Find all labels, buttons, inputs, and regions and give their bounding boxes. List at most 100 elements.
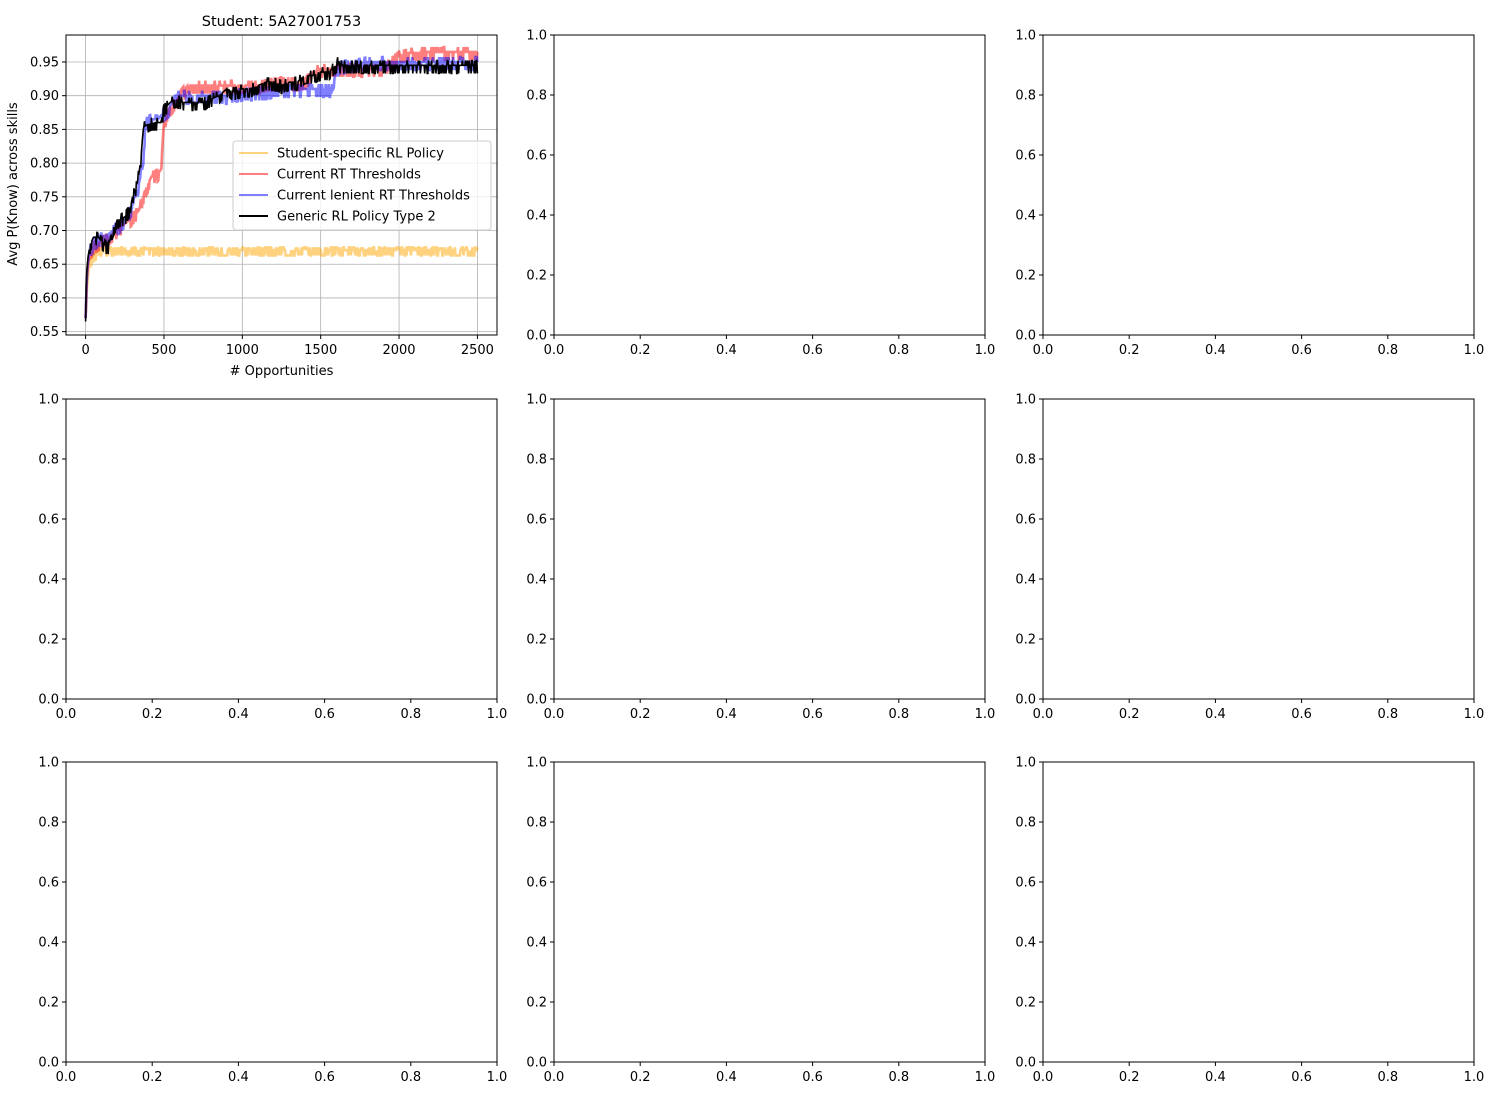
y-tick-label: 0.65 [30,258,59,273]
x-tick-label: 0.8 [888,343,909,358]
y-tick-label: 0.2 [1015,269,1036,284]
y-tick-label: 0.2 [526,996,547,1011]
y-tick-label: 0.6 [526,876,547,891]
y-tick-label: 0.95 [30,55,59,70]
y-tick-label: 0.4 [1015,209,1036,224]
x-tick-label: 0.2 [1119,1070,1140,1085]
y-tick-label: 0.85 [30,123,59,138]
subplot-2: 0.0 0.2 0.4 0.6 0.8 1.0 0.0 0.2 0.4 0.6 0.8 1.0 [526,29,995,359]
axes-frame [1042,761,1475,1063]
x-tick-label: 1.0 [1464,707,1485,722]
axes-frame [553,398,986,700]
x-tick-label: 0.4 [228,707,249,722]
legend-label-2: Current RT Thresholds [277,168,421,183]
y-tick-label: 0.60 [30,291,59,306]
y-tick-label: 0.8 [1015,816,1036,831]
legend: Student-specific RL Policy Current RT Thr… [232,140,492,231]
legend-label-1: Student-specific RL Policy [277,147,444,162]
subplot-5: 0.0 0.2 0.4 0.6 0.8 1.0 0.0 0.2 0.4 0.6 0.8 1.0 [526,393,995,723]
x-tick-label: 0.6 [1291,707,1312,722]
x-tick-label: 0.0 [1033,1070,1054,1085]
x-tick-label: 0.6 [802,707,823,722]
y-tick-label: 0.70 [30,224,59,239]
x-tick-label: 1.0 [487,707,508,722]
y-tick-label: 0.4 [38,936,59,951]
y-axis-label: Avg P(Know) across skills [6,102,21,266]
x-tick-label: 0.0 [1033,343,1054,358]
y-tick-label: 0.6 [1015,513,1036,528]
y-tick-label: 0.8 [38,816,59,831]
y-tick-label: 0.2 [1015,633,1036,648]
subplot-7: 0.0 0.2 0.4 0.6 0.8 1.0 0.0 0.2 0.4 0.6 0.8 1.0 [38,756,507,1086]
subplot-4: 0.0 0.2 0.4 0.6 0.8 1.0 0.0 0.2 0.4 0.6 0.8 1.0 [38,393,507,723]
x-tick-label: 0.6 [314,707,335,722]
y-tick-label: 1.0 [1015,393,1036,408]
y-tick-label: 0.2 [38,996,59,1011]
y-tick-label: 0.6 [1015,149,1036,164]
y-tick-label: 1.0 [526,393,547,408]
x-tick-label: 0.6 [1291,1070,1312,1085]
y-tick-label: 1.0 [1015,756,1036,771]
series-line-2 [84,45,479,319]
x-tick-label: 0.0 [56,1070,77,1085]
y-tick-label: 0.0 [1015,329,1036,344]
series-line-1 [84,243,479,319]
y-tick-label: 0.2 [1015,996,1036,1011]
x-tick-label: 0.4 [1205,343,1226,358]
y-tick-label: 0.4 [526,573,547,588]
x-tick-label: 0 [81,343,89,358]
y-tick-label: 1.0 [526,756,547,771]
x-tick-label: 0.2 [630,1070,651,1085]
x-tick-label: 0.8 [888,707,909,722]
y-tick-label: 0.0 [1015,1056,1036,1071]
y-tick-label: 0.8 [526,816,547,831]
legend-label-4: Generic RL Policy Type 2 [277,210,436,225]
x-tick-label: 0.2 [142,1070,163,1085]
axes-frame [553,761,986,1063]
x-tick-label: 0.8 [1377,1070,1398,1085]
x-tick-label: 0.4 [1205,1070,1226,1085]
subplot-1: 0 500 1000 1500 2000 2500 0.55 0.60 0.65 0.70 0.75… [6,14,498,379]
x-tick-label: 0.0 [544,1070,565,1085]
y-tick-label: 0.8 [1015,89,1036,104]
x-tick-label: 0.8 [888,1070,909,1085]
y-tick-label: 0.8 [38,453,59,468]
x-tick-label: 1.0 [487,1070,508,1085]
x-tick-label: 2500 [461,343,494,358]
subplot-6: 0.0 0.2 0.4 0.6 0.8 1.0 0.0 0.2 0.4 0.6 0.8 1.0 [1015,393,1484,723]
x-tick-label: 0.6 [314,1070,335,1085]
x-tick-label: 0.4 [716,1070,737,1085]
y-tick-label: 1.0 [526,29,547,44]
x-tick-label: 0.4 [716,343,737,358]
subplot-3: 0.0 0.2 0.4 0.6 0.8 1.0 0.0 0.2 0.4 0.6 0.8 1.0 [1015,29,1484,359]
x-tick-label: 2000 [382,343,415,358]
x-tick-label: 0.2 [1119,343,1140,358]
x-tick-label: 0.8 [400,1070,421,1085]
x-tick-label: 0.8 [1377,343,1398,358]
y-tick-label: 0.6 [526,149,547,164]
x-tick-label: 0.2 [630,707,651,722]
x-tick-label: 0.0 [544,707,565,722]
y-tick-label: 1.0 [38,756,59,771]
x-tick-label: 0.6 [802,1070,823,1085]
legend-label-3: Current lenient RT Thresholds [277,189,470,204]
subplot-8: 0.0 0.2 0.4 0.6 0.8 1.0 0.0 0.2 0.4 0.6 0.8 1.0 [526,756,995,1086]
y-tick-label: 0.90 [30,89,59,104]
x-tick-label: 0.0 [56,707,77,722]
y-tick-label: 0.6 [38,876,59,891]
x-tick-label: 1.0 [975,707,996,722]
y-tick-label: 0.4 [1015,936,1036,951]
x-tick-label: 0.8 [1377,707,1398,722]
y-tick-label: 0.4 [526,936,547,951]
y-tick-label: 0.0 [38,693,59,708]
y-tick-label: 0.6 [38,513,59,528]
x-tick-label: 0.4 [1205,707,1226,722]
x-tick-label: 0.6 [1291,343,1312,358]
series-line-4 [84,57,479,322]
y-tick-label: 0.75 [30,190,59,205]
x-tick-label: 0.4 [228,1070,249,1085]
axes-frame [65,34,498,336]
chart-title: Student: 5A27001753 [202,14,362,30]
y-tick-label: 0.80 [30,157,59,172]
